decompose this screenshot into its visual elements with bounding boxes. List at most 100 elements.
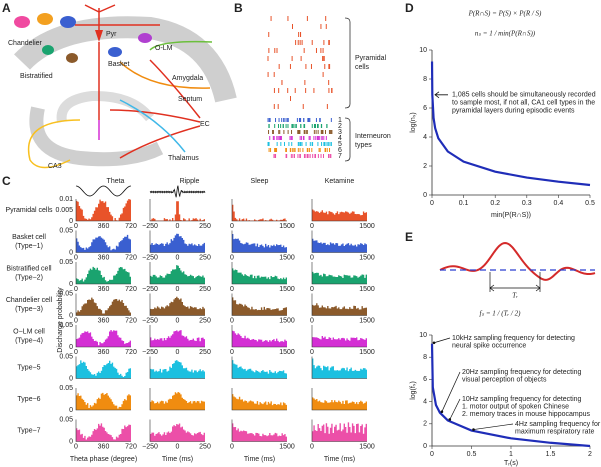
- region-label: Thalamus: [168, 155, 199, 162]
- annotation: 10kHz sampling frequency for detecting: [452, 335, 575, 342]
- x-tick-label: −250: [142, 254, 158, 261]
- axis: [75, 262, 131, 285]
- group-label: Pyramidal: [355, 55, 387, 62]
- axis: [311, 388, 367, 411]
- histogram-shape: [150, 233, 205, 253]
- axis: [231, 230, 287, 253]
- arrow: [449, 398, 461, 420]
- y-tick-label: 2: [423, 421, 427, 428]
- y-tick-label: 0.05: [59, 259, 73, 266]
- y-tick-label: 0: [69, 218, 73, 225]
- x-tick-label: 720: [125, 286, 137, 293]
- x-tick-label: 360: [98, 443, 110, 450]
- type-number: 3: [338, 129, 342, 136]
- axis: [149, 388, 205, 411]
- region-label: Pyr: [106, 31, 117, 38]
- formula: nₛ = 1 / min(P(R∩S)): [475, 30, 536, 38]
- arrow-head: [448, 418, 452, 421]
- histogram-shape: [312, 422, 367, 442]
- histogram-shape: [76, 360, 131, 379]
- x-tick-label: 1500: [279, 223, 295, 230]
- axis: [75, 230, 131, 253]
- arrow: [434, 91, 448, 99]
- annotation: maximum respiratory rate: [515, 428, 594, 435]
- column-title: Sleep: [251, 178, 269, 185]
- histogram-shape: [232, 423, 287, 442]
- x-tick-label: 0.5: [585, 200, 595, 207]
- y-tick-label: 0: [69, 438, 73, 445]
- y-tick-label: 10: [419, 332, 427, 339]
- histogram-shape: [232, 394, 287, 410]
- x-tick-label: 360: [98, 286, 110, 293]
- x-tick-label: 1500: [279, 286, 295, 293]
- x-tick-label: 2: [588, 451, 592, 458]
- period-label: Tᵣ: [512, 292, 518, 300]
- y-tick-label: 0.05: [59, 290, 73, 297]
- x-axis-label: min(P(R∩S)): [491, 212, 531, 219]
- group-label: cells: [355, 64, 370, 71]
- x-tick-label: −250: [142, 349, 158, 356]
- histogram-shape: [150, 423, 205, 442]
- x-tick-label: 0: [230, 286, 234, 293]
- region-label: Basket: [108, 61, 129, 68]
- axis: [231, 388, 287, 411]
- histogram-shape: [76, 199, 131, 221]
- panel-a-drawing: [14, 4, 237, 169]
- x-tick-label: 1500: [279, 317, 295, 324]
- histogram-shape: [232, 297, 287, 316]
- x-axis-label: Theta phase (degree): [70, 456, 137, 463]
- group-label: Interneuron: [355, 133, 391, 140]
- arrow: [473, 423, 514, 430]
- x-tick-label: 250: [199, 223, 211, 230]
- y-tick-label: 6: [423, 105, 427, 112]
- theta-wave: [75, 185, 132, 197]
- x-tick-label: 0: [176, 317, 180, 324]
- column-title: Theta: [107, 178, 125, 185]
- axis: [75, 325, 131, 348]
- axis: [149, 325, 205, 348]
- y-tick-label: 0: [69, 312, 73, 319]
- histogram-shape: [232, 268, 287, 284]
- region-label: Amygdala: [172, 75, 203, 82]
- histogram-shape: [312, 358, 367, 379]
- histogram-shape: [232, 233, 287, 253]
- row-label: Chandelier cell: [6, 297, 53, 304]
- x-tick-label: 360: [98, 317, 110, 324]
- annotation: 2. memory traces in mouse hippocampus: [462, 411, 590, 418]
- x-tick-label: 0: [230, 317, 234, 324]
- annotation: 10Hz sampling frequency for detecting: [462, 396, 582, 403]
- axis: [149, 419, 205, 442]
- x-tick-label: 0: [310, 443, 314, 450]
- row-label: Bistratified cell: [6, 265, 52, 272]
- x-tick-label: 250: [199, 443, 211, 450]
- x-tick-label: 0: [74, 286, 78, 293]
- x-tick-label: 250: [199, 286, 211, 293]
- annotation: 4Hz sampling frequency for detecting: [515, 421, 601, 428]
- waveform: [439, 241, 596, 281]
- y-tick-label: 0: [69, 375, 73, 382]
- region-label: EC: [200, 121, 210, 128]
- axis: [75, 293, 131, 316]
- axis: [311, 325, 367, 348]
- histogram-shape: [150, 360, 205, 379]
- x-tick-label: 0: [74, 349, 78, 356]
- axis: [149, 262, 205, 285]
- y-tick-label: 0: [423, 443, 427, 450]
- panel-label: B: [234, 1, 243, 15]
- histogram-shape: [312, 271, 367, 284]
- x-axis-label: Time (ms): [162, 456, 193, 463]
- x-tick-label: 0: [230, 223, 234, 230]
- histogram-shape: [312, 238, 367, 253]
- x-tick-label: 0: [230, 349, 234, 356]
- panel-label: C: [2, 174, 11, 188]
- x-tick-label: −250: [142, 443, 158, 450]
- x-tick-label: 0: [310, 317, 314, 324]
- x-tick-label: 0.5: [467, 451, 477, 458]
- y-tick-label: 0: [423, 192, 427, 199]
- column-title: Ketamine: [325, 178, 355, 185]
- x-tick-label: 1500: [359, 223, 375, 230]
- annotation: 1,085 cells should be simultaneously rec…: [452, 92, 596, 99]
- annotation: neural spike occurrence: [452, 342, 526, 349]
- x-tick-label: 1500: [359, 254, 375, 261]
- formula: P(R∩S) = P(S) × P(R / S): [468, 10, 542, 18]
